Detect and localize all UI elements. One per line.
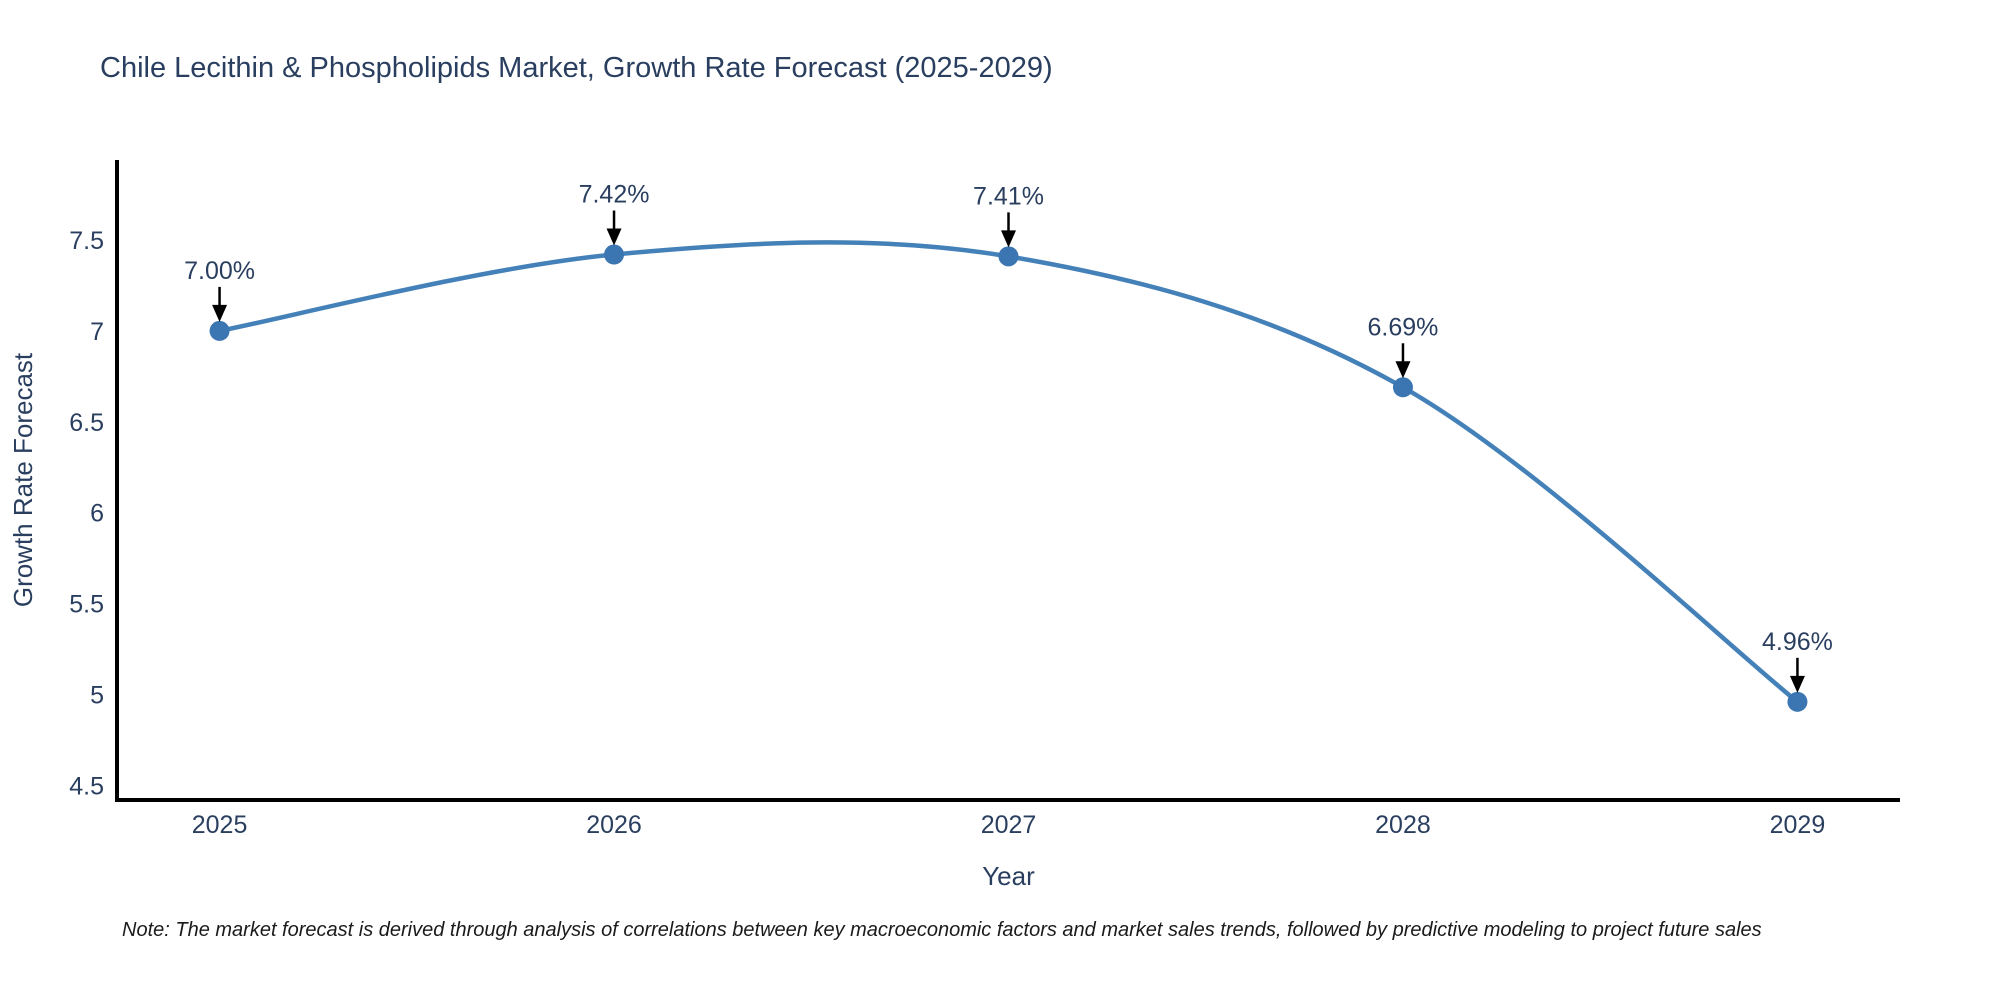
annotation-arrowhead-icon — [606, 228, 622, 246]
data-point-marker[interactable] — [998, 246, 1019, 267]
data-point-label: 4.96% — [1762, 628, 1833, 656]
data-point-marker[interactable] — [209, 320, 230, 341]
data-point-marker[interactable] — [604, 244, 625, 265]
x-axis-title: Year — [982, 861, 1035, 891]
y-tick-label: 7.5 — [69, 227, 104, 255]
chart-title: Chile Lecithin & Phospholipids Market, G… — [100, 52, 1053, 84]
y-tick-label: 7 — [90, 318, 104, 346]
x-tick-label: 2026 — [586, 811, 642, 839]
data-point-label: 6.69% — [1368, 313, 1439, 341]
data-point-marker[interactable] — [1787, 691, 1808, 712]
forecast-line — [219, 240, 1799, 704]
chart-footnote: Note: The market forecast is derived thr… — [122, 919, 1762, 941]
x-tick-label: 2025 — [192, 811, 248, 839]
annotation-arrowhead-icon — [1789, 675, 1805, 693]
annotation-arrowhead-icon — [1395, 361, 1411, 379]
y-tick-label: 6 — [90, 500, 104, 528]
annotation-arrowhead-icon — [212, 304, 228, 322]
x-tick-label: 2029 — [1770, 811, 1826, 839]
y-tick-label: 5.5 — [69, 591, 104, 619]
x-tick-label: 2027 — [981, 811, 1037, 839]
y-tick-label: 6.5 — [69, 409, 104, 437]
annotation-arrowhead-icon — [1001, 230, 1016, 248]
data-point-label: 7.00% — [184, 257, 255, 285]
y-axis-title: Growth Rate Forecast — [8, 352, 38, 607]
data-point-label: 7.42% — [579, 181, 650, 209]
x-tick-label: 2028 — [1375, 811, 1431, 839]
data-point-label: 7.41% — [973, 182, 1044, 210]
data-point-marker[interactable] — [1392, 377, 1413, 398]
y-tick-label: 4.5 — [69, 772, 104, 800]
y-tick-label: 5 — [90, 682, 104, 710]
